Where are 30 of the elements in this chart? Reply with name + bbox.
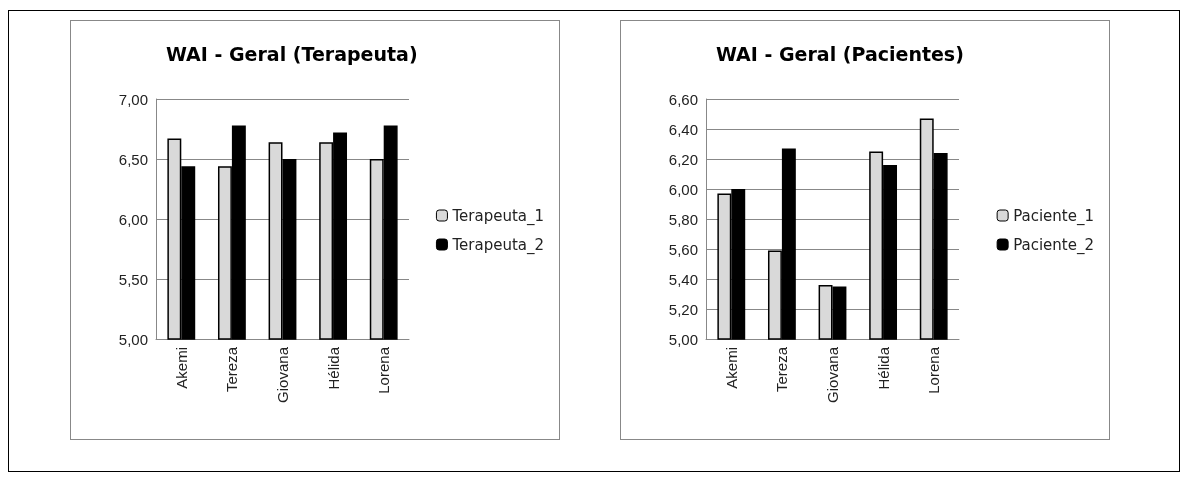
x-tick-label: Giovana <box>824 346 841 403</box>
x-tick-label: Akemi <box>722 347 740 389</box>
y-tick-label: 6,00 <box>118 210 148 228</box>
x-tick-label: Lorena <box>375 346 393 394</box>
x-tick-label: Tereza <box>223 346 241 393</box>
y-tick-label: 6,00 <box>668 180 698 198</box>
x-tick-label: Hélida <box>874 346 892 390</box>
x-tick-label: Tereza <box>773 346 791 393</box>
legend-label: Paciente_1 <box>1013 206 1095 226</box>
y-tick-label: 7,00 <box>118 90 148 108</box>
y-tick-label: 5,40 <box>668 270 698 288</box>
x-tick-label: Lorena <box>925 346 943 394</box>
y-tick-label: 5,50 <box>118 270 148 288</box>
y-tick-label: 6,60 <box>668 90 698 108</box>
y-tick-label: 5,80 <box>668 210 698 228</box>
x-tick-label: Hélida <box>324 346 342 390</box>
y-tick-label: 6,50 <box>118 150 148 168</box>
legend-label: Paciente_2 <box>1013 235 1095 255</box>
chart-title: WAI - Geral (Pacientes) <box>716 42 964 65</box>
y-tick-label: 5,00 <box>118 330 148 348</box>
y-tick-label: 5,60 <box>668 240 698 258</box>
legend-label: Terapeuta_2 <box>451 235 544 255</box>
x-tick-label: Giovana <box>274 346 291 403</box>
legend-label: Terapeuta_1 <box>451 206 544 226</box>
y-tick-label: 6,40 <box>668 120 698 138</box>
chart-title: WAI - Geral (Terapeuta) <box>166 42 418 65</box>
y-tick-label: 5,20 <box>668 300 698 318</box>
y-tick-label: 5,00 <box>668 330 698 348</box>
y-tick-label: 6,20 <box>668 150 698 168</box>
x-tick-label: Akemi <box>172 347 190 389</box>
